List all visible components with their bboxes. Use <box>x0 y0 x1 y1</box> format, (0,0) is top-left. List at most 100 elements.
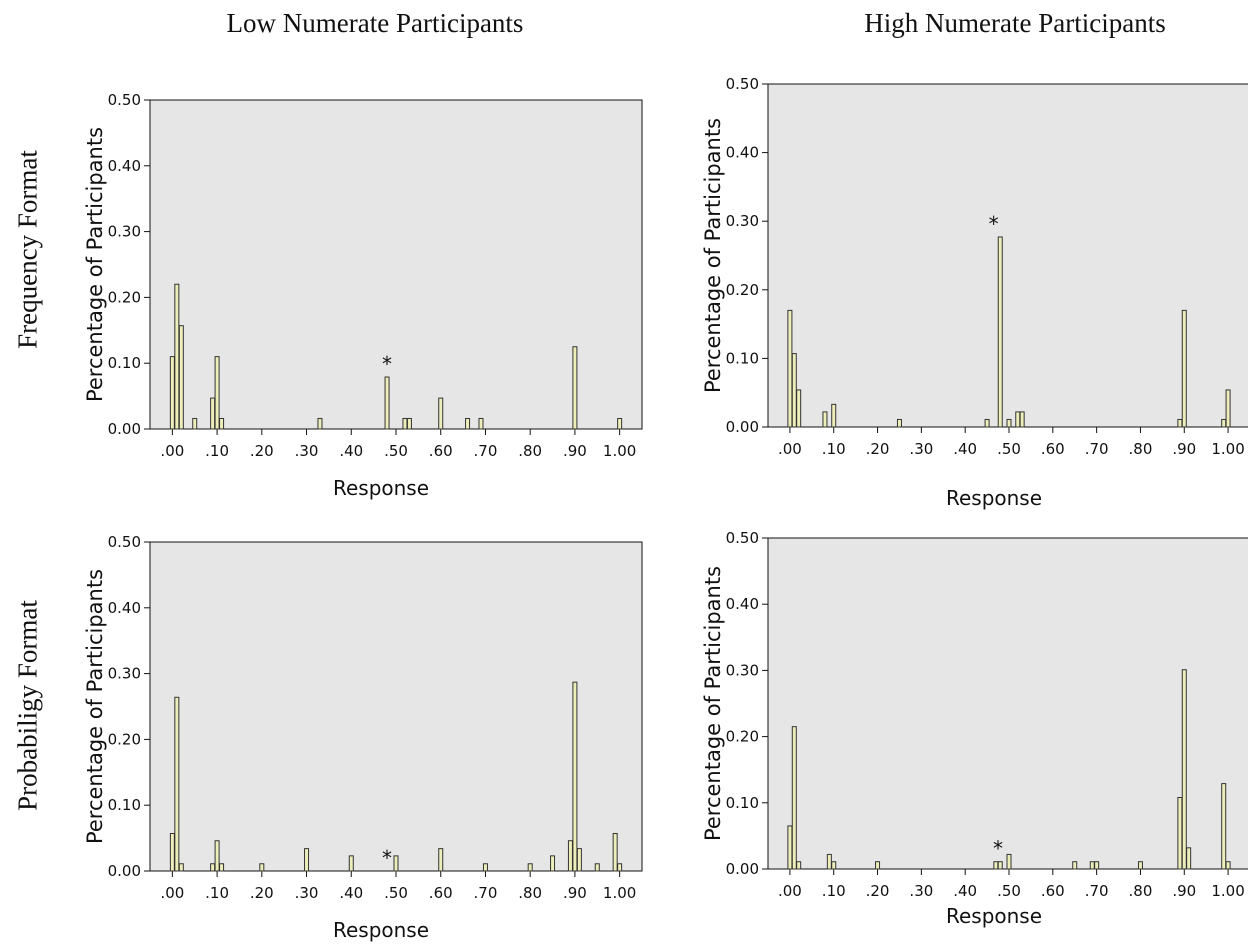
plot-area <box>149 541 643 872</box>
chart-panel-low-probability: 0.00 0.10 0.20 0.30 0.40 0.50 .00 .10 .20 .30 .40.… <box>83 533 643 942</box>
y-tick-label: 0.30 <box>726 212 759 230</box>
x-tick-label: .60 <box>1041 882 1065 900</box>
bar <box>572 346 578 430</box>
x-tick-label: .50 <box>997 882 1021 900</box>
x-tick-label: .40 <box>339 442 363 460</box>
x-tick-label: .80 <box>518 884 542 902</box>
y-axis-label: Percentage of Participants <box>701 566 725 841</box>
bar <box>617 863 623 872</box>
x-tick-label: .70 <box>1085 440 1109 458</box>
y-tick-label: 0.40 <box>726 144 759 162</box>
x-tick-label: .20 <box>866 440 890 458</box>
x-tick-label: .60 <box>429 442 453 460</box>
bar <box>317 417 323 430</box>
x-tick-label: .50 <box>997 440 1021 458</box>
bar <box>997 236 1003 428</box>
bar <box>393 855 399 872</box>
y-tick-label: 0.20 <box>108 730 141 748</box>
y-tick-label: 0.40 <box>108 599 141 617</box>
y-axis-label: Percentage of Participants <box>83 569 107 844</box>
chart-panel-high-probability: 0.00 0.10 0.20 0.30 0.40 0.50 .00 .10 .20 .30 .40.… <box>701 529 1248 928</box>
y-tick-label: 0.40 <box>726 595 759 613</box>
x-axis-label: Response <box>333 918 429 942</box>
bar <box>1221 418 1227 428</box>
bar <box>787 309 793 428</box>
bar <box>348 855 354 872</box>
y-tick-label: 0.50 <box>726 529 759 547</box>
x-tick-label: .40 <box>953 440 977 458</box>
bar <box>1019 411 1025 428</box>
x-tick-label: .10 <box>822 882 846 900</box>
bar <box>896 418 902 428</box>
bar <box>831 403 837 428</box>
x-tick-label: .70 <box>474 884 498 902</box>
chart-panel-high-frequency: 0.00 0.10 0.20 0.30 0.40 0.50 .00 .10 .20 .30 .40.… <box>701 75 1248 510</box>
x-axis-label: Response <box>946 486 1042 510</box>
y-tick-label: 0.10 <box>726 794 759 812</box>
y-tick-label: 0.50 <box>108 91 141 109</box>
x-tick-label: .90 <box>1172 882 1196 900</box>
x-tick-label: .90 <box>563 884 587 902</box>
bar <box>1089 861 1095 870</box>
asterisk-marker: * <box>993 837 1003 861</box>
bar <box>259 863 265 872</box>
asterisk-marker: * <box>989 212 999 236</box>
y-tick-label: 0.20 <box>108 288 141 306</box>
bar <box>572 681 578 872</box>
x-tick-label: .90 <box>563 442 587 460</box>
y-tick-label: 0.00 <box>108 420 141 438</box>
y-tick-label: 0.20 <box>726 728 759 746</box>
x-tick-label: .20 <box>866 882 890 900</box>
chart-panel-low-frequency: 0.00 0.10 0.20 0.30 0.40 0.50 .00 .10 .20 .30 .40.… <box>83 91 643 500</box>
bar <box>1006 853 1012 870</box>
y-tick-label: 0.00 <box>726 860 759 878</box>
bar <box>1015 411 1021 428</box>
bar <box>993 861 999 870</box>
y-tick-label: 0.40 <box>108 157 141 175</box>
bar <box>997 861 1003 870</box>
x-tick-label: .00 <box>160 884 184 902</box>
bar <box>478 417 484 430</box>
asterisk-marker: * <box>382 846 392 870</box>
bar <box>576 848 582 872</box>
x-tick-label: .30 <box>295 442 319 460</box>
y-tick-label: 0.10 <box>108 796 141 814</box>
bar <box>787 825 793 870</box>
x-tick-label: .80 <box>1129 440 1153 458</box>
bar <box>984 418 990 428</box>
x-tick-label: .40 <box>953 882 977 900</box>
asterisk-marker: * <box>382 352 392 376</box>
x-tick-label: .50 <box>384 442 408 460</box>
x-tick-label: .90 <box>1172 440 1196 458</box>
bar <box>1225 389 1231 428</box>
x-tick-label: .70 <box>1085 882 1109 900</box>
x-tick-label: .50 <box>384 884 408 902</box>
x-tick-label: .00 <box>778 882 802 900</box>
row-title-frequency: Frequency Format <box>12 150 43 349</box>
y-axis-label: Percentage of Participants <box>701 118 725 393</box>
bar <box>550 855 556 872</box>
x-tick-label: .30 <box>909 882 933 900</box>
bar <box>1181 309 1187 428</box>
x-tick-label: .40 <box>339 884 363 902</box>
bar <box>438 848 444 872</box>
bar <box>169 832 175 872</box>
x-axis-label: Response <box>333 476 429 500</box>
y-tick-label: 0.30 <box>726 661 759 679</box>
x-tick-label: 1.00 <box>603 442 636 460</box>
x-tick-label: .00 <box>778 440 802 458</box>
bar <box>304 848 310 872</box>
bar <box>169 356 175 430</box>
y-tick-label: 0.30 <box>108 665 141 683</box>
bar <box>1177 418 1183 428</box>
bar <box>1225 861 1231 870</box>
y-tick-label: 0.10 <box>108 354 141 372</box>
x-tick-label: .70 <box>474 442 498 460</box>
y-tick-label: 0.50 <box>108 533 141 551</box>
x-tick-label: .30 <box>295 884 319 902</box>
bar <box>384 376 390 430</box>
x-tick-label: 1.00 <box>1211 882 1244 900</box>
bar <box>174 696 180 872</box>
x-tick-label: .00 <box>160 442 184 460</box>
bar <box>791 353 797 428</box>
